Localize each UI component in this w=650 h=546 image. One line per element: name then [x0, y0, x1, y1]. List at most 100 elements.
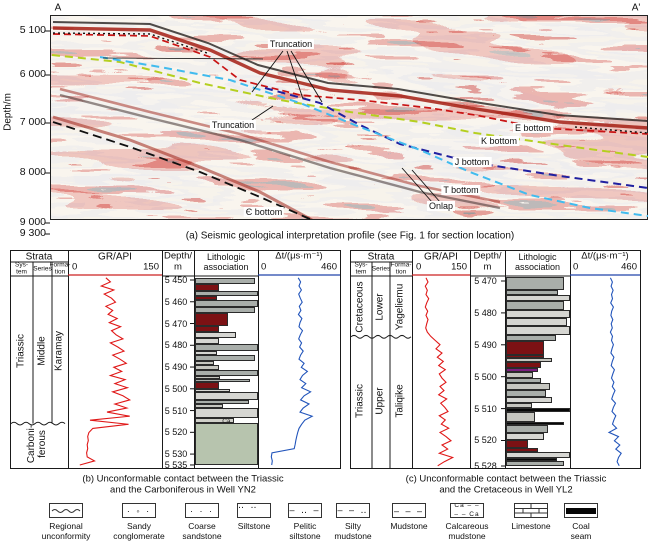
litho-bed-cgl [194, 299, 258, 308]
dt-column-border [258, 250, 341, 469]
litho-bed-ss [505, 433, 544, 440]
depth-tick-label: 5 500 [164, 383, 188, 394]
seismic-depth-tick-label: 5 100 [19, 24, 46, 37]
unconformity-wavy-line [350, 334, 412, 339]
strata-series-label: Middle [36, 335, 48, 366]
litho-bed-slt [194, 375, 220, 379]
horizon-line [51, 54, 649, 158]
legend-swatch-sandy_conglomerate: · ◦ · [122, 503, 156, 518]
litho-bed-cgl [194, 399, 249, 405]
litho-bed-coal [505, 421, 564, 425]
dt-column-border [570, 250, 641, 469]
seismic-depth-tick-label: 8 000 [19, 166, 46, 179]
litho-bed-cgl [505, 390, 546, 398]
seismic-endpoint-a: A [54, 2, 62, 14]
litho-bed-mud [505, 362, 541, 369]
wavy-line-icon [51, 509, 81, 513]
litho-bed-coal [505, 407, 570, 413]
legend-label: Pelitic siltstone [289, 521, 321, 542]
annotation-pointer-line [411, 169, 441, 203]
litho-bed-mud [505, 448, 538, 452]
legend-label: Sandy conglomerate [113, 521, 165, 542]
strata-system-label: Triassic [15, 333, 27, 368]
reflector-line [102, 57, 264, 60]
litho-bed-slt [194, 360, 214, 365]
strata-series-label: Lower [374, 293, 386, 321]
strata-formation-label: Taliqike [394, 384, 406, 419]
litho-bed-mud [194, 312, 228, 326]
litho-bed-cgl [505, 277, 564, 290]
litho-bed-cgl [505, 377, 541, 384]
litho-bed-cgl [505, 334, 556, 341]
litho-bed-ss [505, 397, 552, 404]
litho-bed-cgl [194, 344, 258, 351]
litho-bed-purple [505, 368, 538, 372]
gr-column-border [68, 250, 163, 469]
strata-series-label: Upper [374, 387, 386, 416]
legend-swatch-coarse_sandstone: · · · [185, 503, 219, 518]
siltstone-glyph: ‥ ‥ ‥ [238, 503, 259, 518]
litho-bed-cgl [194, 290, 258, 297]
brick-pattern-icon [515, 504, 547, 517]
litho-bed-mud [505, 340, 544, 355]
legend-label: Coarse sandstone [182, 521, 222, 542]
legend-swatch-siltstone: ‥ ‥ ‥ [237, 503, 271, 518]
litho-bed-slt [505, 371, 533, 378]
annotation-pointer-line [286, 50, 304, 100]
legend-swatch-pelitic_siltstone: – ‥ – [288, 503, 322, 518]
strata-header: Strata [367, 251, 395, 263]
legend-swatch-silty_mudstone: – – ‥ [336, 503, 370, 518]
gr-header: GR/API [424, 251, 458, 263]
litho-bed-slt [505, 357, 552, 362]
depth-tick-label: 5 520 [164, 427, 188, 438]
depth-tick-label: 5 480 [474, 307, 497, 318]
coarse_sandstone-glyph: · · · [190, 505, 214, 516]
litho-bed-slt [505, 412, 535, 422]
legend-label: Regional unconformity [41, 521, 91, 542]
dt-curve [270, 277, 314, 466]
legend-label: Coal seam [570, 521, 592, 542]
strata-formation-label: Yageliemu [394, 284, 406, 331]
lith-header: Lithologic association [203, 251, 249, 272]
brick-lines [515, 504, 547, 517]
horizon-line [52, 33, 649, 135]
strata-system-label: Cretaceous [354, 281, 366, 333]
litho-bed-ca_slt: Ca [194, 418, 234, 425]
system-subheader: Sys- tem [15, 261, 28, 276]
legend-label: Mudstone [390, 521, 428, 531]
litho-bed-ss [505, 451, 570, 458]
strata-system-label: Carboni- ferous [26, 425, 48, 464]
legend-swatch-calcareous_mudstone: Ca – – – – Ca [450, 503, 484, 518]
calcareous-mudstone-glyph: Ca – – – – Ca [454, 503, 480, 518]
depth-tick-label: 5 500 [474, 371, 497, 382]
seismic-depth-tick-label: 7 000 [19, 116, 46, 129]
depth-tick-label: 5 510 [474, 403, 497, 414]
mudstone-glyph: – – – [393, 505, 425, 516]
legend-swatch-mudstone: – – – [392, 503, 426, 518]
dt-scale-min: 0 [261, 261, 267, 273]
depth-tick-label: 5 480 [164, 340, 188, 351]
horizon-label: Є bottom [243, 206, 285, 218]
legend-label: Limestone [511, 521, 551, 531]
gr-scale-max: 150 [451, 261, 467, 273]
series-subheader: Series [33, 265, 52, 273]
horizon-label: J bottom [452, 156, 492, 168]
litho-bed-mud [505, 439, 528, 449]
depth-tick-label: 5 460 [164, 296, 188, 307]
depth-header: Depth/ m [164, 250, 192, 272]
dt-scale-max: 460 [321, 261, 337, 273]
seismic-depth-tick-label: 9 300 [19, 227, 46, 240]
system-subheader: Sys- tem [354, 261, 368, 276]
gr-header: GR/API [98, 251, 132, 263]
horizon-dotted-overlay [52, 32, 208, 54]
depth-tick-label: 5 535 [164, 459, 188, 470]
depth-tick-label: 5 520 [474, 435, 497, 446]
gr-curve [424, 277, 455, 467]
litho-bed-ss [194, 332, 236, 338]
caption-c-line1: (c) Unconformable contact between the Tr… [405, 473, 607, 485]
depth-tick-label: 5 470 [474, 275, 497, 286]
litho-bed-cgl [505, 424, 548, 434]
gr-scale-min: 0 [416, 261, 422, 273]
depth-tick-label: 5 528 [474, 460, 497, 471]
